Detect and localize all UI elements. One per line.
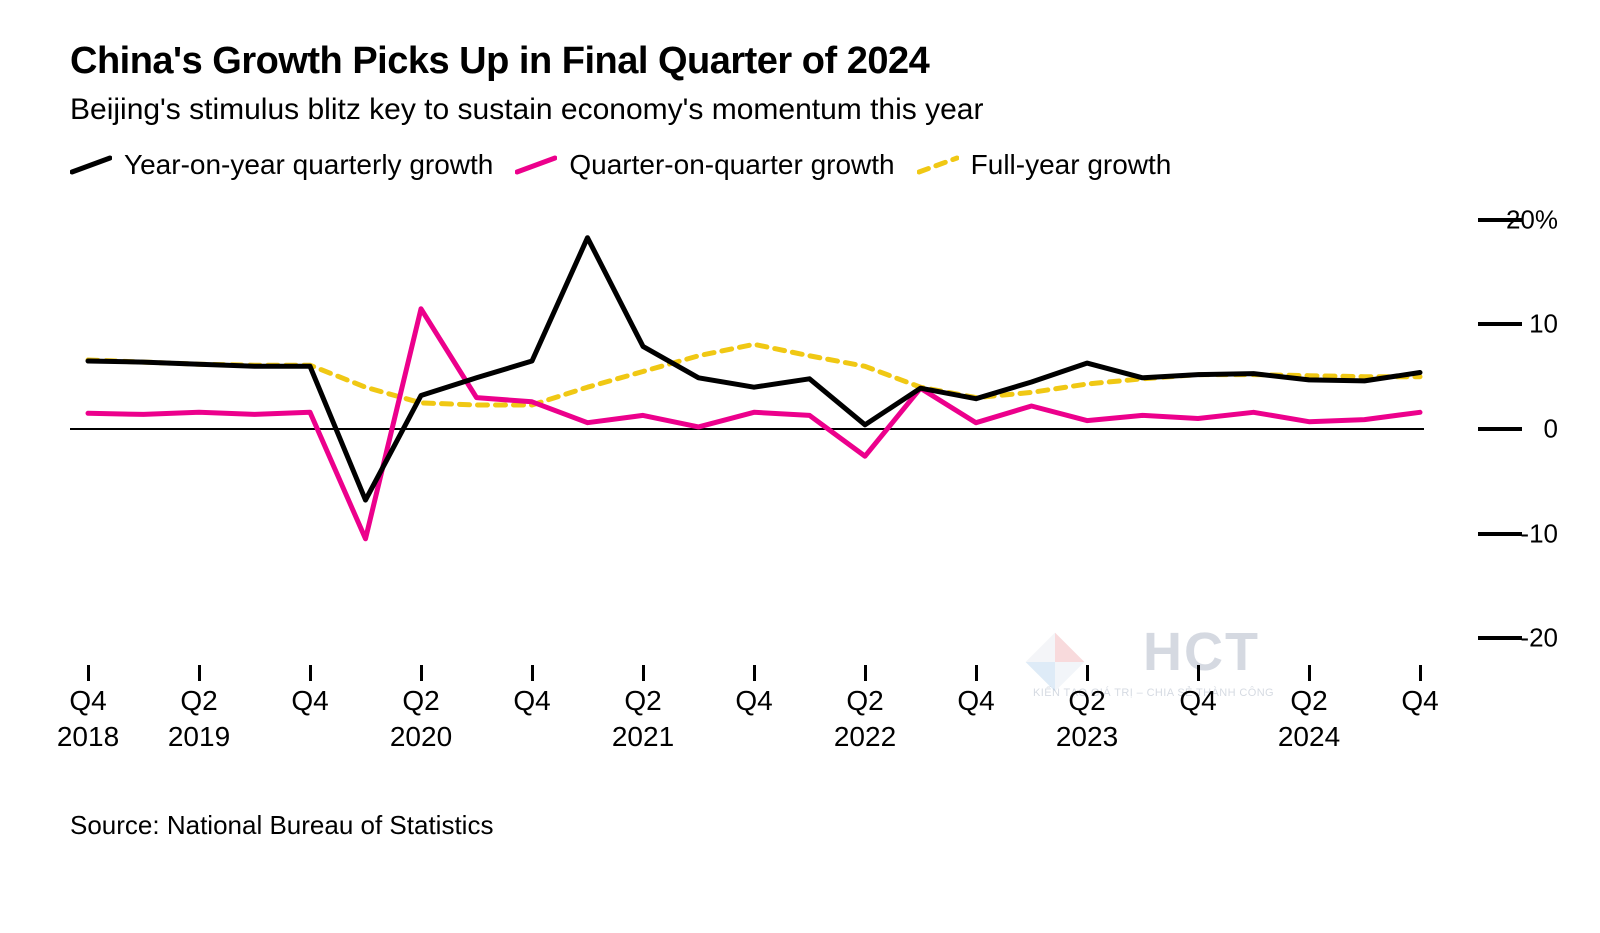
x-tick-mark [1308, 665, 1311, 681]
x-axis-year-label: 2020 [390, 721, 452, 753]
y-tick-mark [1478, 636, 1522, 640]
legend-item: Full-year growth [917, 149, 1172, 181]
series-line-qoq [88, 309, 1420, 539]
y-axis-label: -20 [1520, 623, 1558, 654]
x-tick-mark [309, 665, 312, 681]
x-tick-mark [531, 665, 534, 681]
x-axis-quarter-label: Q2 [402, 685, 439, 717]
x-axis-quarter-label: Q4 [69, 685, 106, 717]
y-axis-label: 20% [1506, 204, 1558, 235]
legend-label: Year-on-year quarterly growth [124, 149, 493, 181]
x-tick-mark [753, 665, 756, 681]
x-tick-mark [975, 665, 978, 681]
x-tick-mark [1419, 665, 1422, 681]
x-axis-quarter-label: Q4 [513, 685, 550, 717]
series-line-yoy [88, 238, 1420, 500]
legend-label: Full-year growth [971, 149, 1172, 181]
x-axis-year-label: 2019 [168, 721, 230, 753]
x-axis-year-label: 2023 [1056, 721, 1118, 753]
x-axis-quarter-label: Q4 [1401, 685, 1438, 717]
x-axis-year-label: 2021 [612, 721, 674, 753]
x-axis-year-label: 2022 [834, 721, 896, 753]
x-axis-quarter-label: Q2 [846, 685, 883, 717]
chart-subtitle: Beijing's stimulus blitz key to sustain … [70, 93, 1540, 127]
x-tick-mark [87, 665, 90, 681]
x-tick-mark [642, 665, 645, 681]
x-tick-mark [420, 665, 423, 681]
y-tick-mark [1478, 532, 1522, 536]
legend-swatch-icon [917, 154, 959, 176]
y-tick-mark [1478, 322, 1522, 326]
x-axis-quarter-label: Q4 [735, 685, 772, 717]
y-axis-label: -10 [1520, 518, 1558, 549]
y-tick-mark [1478, 427, 1522, 431]
legend-swatch-icon [70, 154, 112, 176]
chart-title: China's Growth Picks Up in Final Quarter… [70, 40, 1540, 83]
x-axis-year-label: 2018 [57, 721, 119, 753]
chart-container: China's Growth Picks Up in Final Quarter… [0, 0, 1600, 933]
x-tick-mark [1086, 665, 1089, 681]
x-axis-quarter-label: Q4 [291, 685, 328, 717]
x-axis-year-label: 2024 [1278, 721, 1340, 753]
x-tick-mark [1197, 665, 1200, 681]
x-axis-quarter-label: Q2 [624, 685, 661, 717]
x-tick-mark [198, 665, 201, 681]
y-axis-label: 0 [1544, 414, 1558, 445]
legend-item: Year-on-year quarterly growth [70, 149, 493, 181]
x-axis-quarter-label: Q4 [1179, 685, 1216, 717]
y-axis-label: 10 [1529, 309, 1558, 340]
x-axis-quarter-label: Q4 [957, 685, 994, 717]
x-axis-quarter-label: Q2 [1068, 685, 1105, 717]
legend: Year-on-year quarterly growth Quarter-on-… [70, 149, 1540, 181]
source-label: Source: National Bureau of Statistics [70, 810, 493, 841]
legend-item: Quarter-on-quarter growth [515, 149, 894, 181]
legend-swatch-icon [515, 154, 557, 176]
x-axis-quarter-label: Q2 [180, 685, 217, 717]
x-axis-quarter-label: Q2 [1290, 685, 1327, 717]
plot-svg [70, 199, 1470, 659]
x-tick-mark [864, 665, 867, 681]
plot-area: HCT KIẾN TẠO GIÁ TRỊ – CHIA SẺ THÀNH CÔN… [70, 199, 1470, 659]
legend-label: Quarter-on-quarter growth [569, 149, 894, 181]
